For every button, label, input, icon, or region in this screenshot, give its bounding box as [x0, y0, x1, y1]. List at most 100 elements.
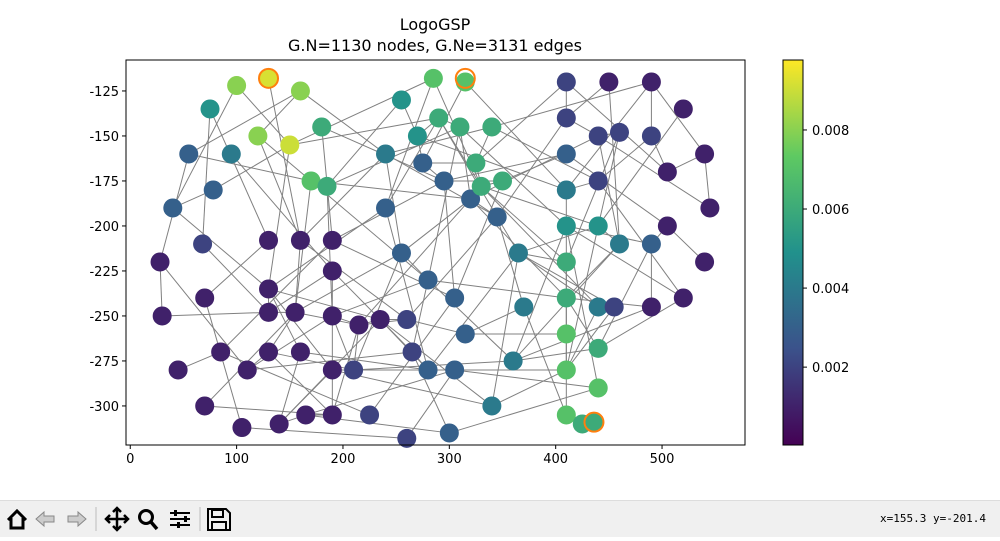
x-tick-label: 300	[437, 452, 462, 467]
edge	[491, 369, 567, 407]
node	[312, 117, 332, 137]
edge	[597, 180, 684, 299]
edge	[565, 132, 620, 263]
node	[556, 144, 576, 164]
toolbar-icons	[6, 506, 231, 532]
edge	[406, 319, 466, 335]
node	[556, 324, 576, 344]
node	[455, 324, 475, 344]
node	[556, 405, 576, 425]
node	[211, 342, 231, 362]
edge	[427, 126, 461, 281]
node	[673, 99, 693, 119]
edge	[294, 252, 402, 313]
edge	[268, 288, 333, 371]
edge	[220, 351, 370, 416]
node	[514, 297, 534, 317]
home-button[interactable]	[6, 508, 28, 530]
x-tick-label: 500	[650, 452, 675, 467]
node	[584, 412, 604, 432]
zoom-button[interactable]	[138, 509, 159, 531]
node	[232, 418, 252, 438]
y-tick-label: -125	[89, 85, 119, 100]
edge	[188, 153, 312, 182]
node	[588, 297, 608, 317]
node	[285, 302, 305, 322]
node	[322, 360, 342, 380]
edge	[162, 311, 269, 317]
edge	[565, 306, 615, 371]
pan-button[interactable]	[104, 506, 130, 532]
edge	[427, 279, 567, 299]
node	[259, 302, 279, 322]
node	[322, 230, 342, 250]
node	[413, 153, 433, 173]
edge	[565, 243, 620, 299]
figure: LogoGSP G.N=1130 nodes, G.Ne=3131 edges …	[89, 15, 849, 467]
edge	[597, 132, 620, 227]
edge	[597, 135, 652, 182]
forward-button[interactable]	[67, 510, 87, 528]
edge	[417, 135, 567, 191]
node	[439, 423, 459, 443]
edge	[443, 180, 456, 298]
edge	[326, 186, 333, 316]
edge	[491, 252, 519, 407]
node	[556, 108, 576, 128]
edge	[597, 135, 711, 209]
node	[317, 176, 337, 196]
edge	[257, 90, 301, 137]
x-tick-label: 200	[331, 452, 356, 467]
toolbar: x=155.3 y=-201.4	[0, 500, 1000, 537]
node	[259, 342, 279, 362]
node	[445, 360, 465, 380]
node	[418, 270, 438, 290]
node	[556, 180, 576, 200]
node	[434, 171, 454, 191]
save-button[interactable]	[207, 508, 231, 531]
colorbar-tick-label: 0.002	[812, 361, 849, 376]
edge	[202, 243, 269, 313]
node	[700, 198, 720, 218]
node	[556, 216, 576, 236]
node	[556, 288, 576, 308]
node	[290, 230, 310, 250]
node	[237, 360, 257, 380]
node	[609, 234, 629, 254]
edge	[491, 81, 652, 128]
edge	[491, 126, 599, 182]
node	[269, 414, 289, 434]
edge	[268, 270, 333, 313]
node	[482, 117, 502, 137]
node	[376, 198, 396, 218]
back-button[interactable]	[35, 510, 55, 528]
node	[248, 126, 268, 146]
y-tick-label: -275	[89, 355, 119, 370]
highlight-node	[583, 411, 605, 433]
node	[195, 288, 215, 308]
edge	[332, 279, 429, 317]
node	[423, 68, 443, 88]
node	[466, 153, 486, 173]
edge	[289, 117, 439, 146]
node	[290, 81, 310, 101]
edge	[268, 351, 333, 416]
edge	[159, 261, 248, 371]
edge	[470, 135, 599, 200]
edge	[236, 85, 291, 146]
node	[168, 360, 188, 380]
edge	[597, 135, 620, 245]
configure-button[interactable]	[170, 510, 190, 528]
edge	[565, 225, 599, 371]
edge	[523, 306, 567, 416]
edge	[172, 207, 269, 290]
node	[588, 216, 608, 236]
y-tick-label: -225	[89, 265, 119, 280]
x-tick-label: 100	[224, 452, 249, 467]
edge	[411, 279, 429, 353]
node	[588, 338, 608, 358]
edge	[204, 311, 296, 407]
node	[296, 405, 316, 425]
node	[508, 243, 528, 263]
node	[163, 198, 183, 218]
